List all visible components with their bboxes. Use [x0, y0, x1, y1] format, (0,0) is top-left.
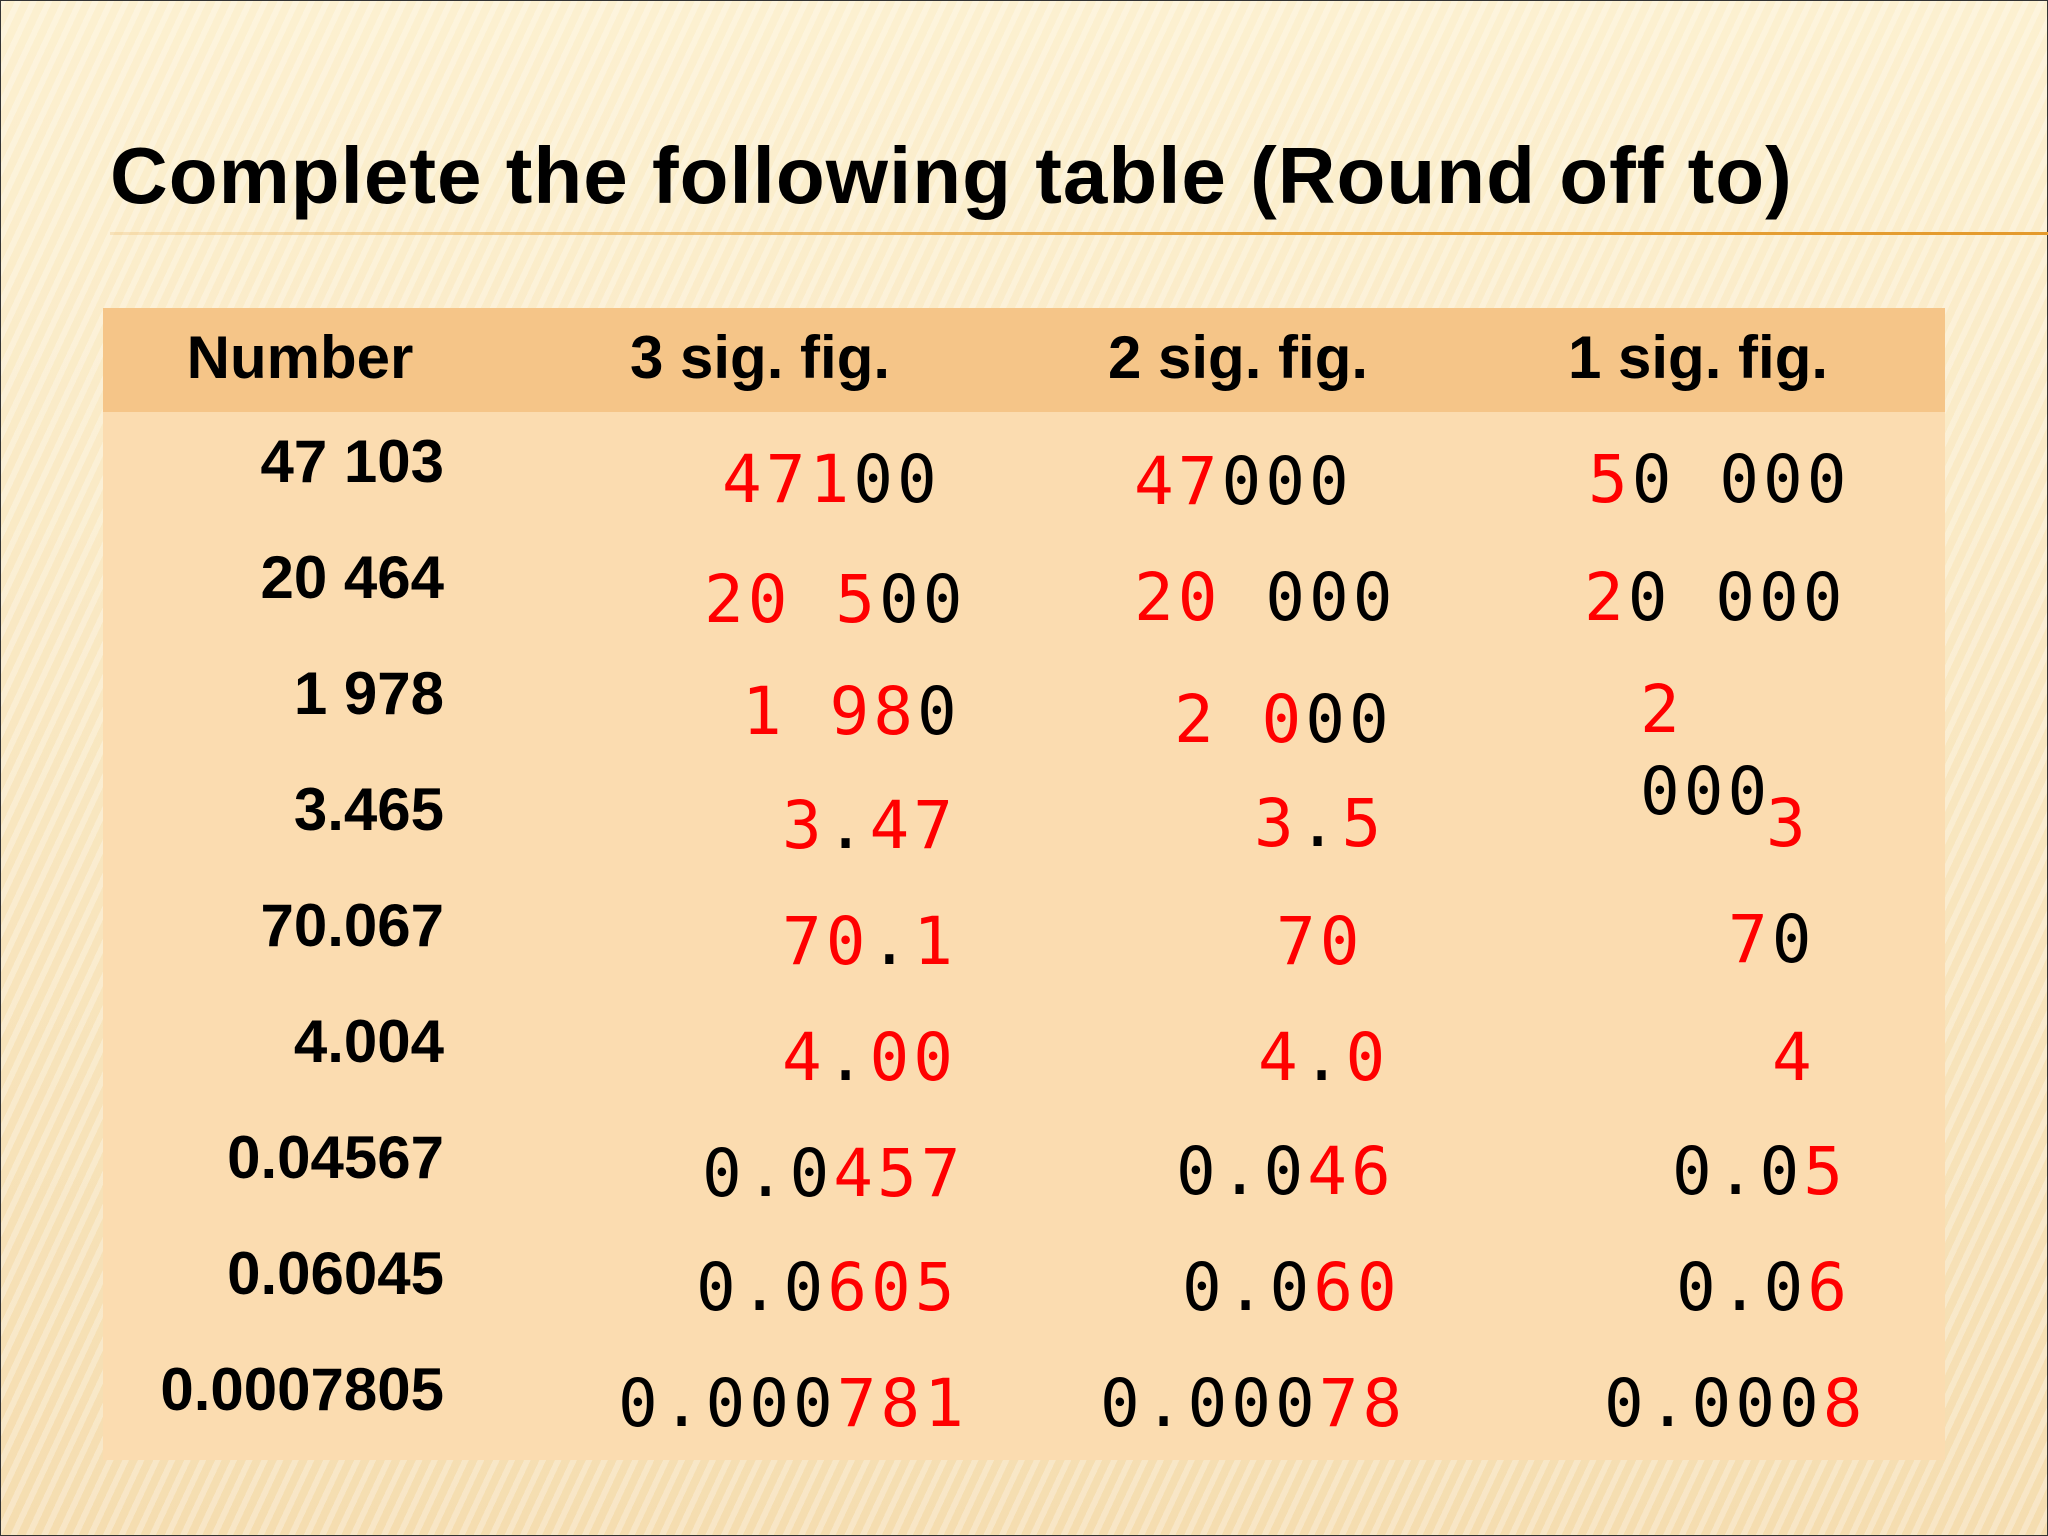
answer-2sf: 2 000 [1174, 681, 1393, 758]
answer-1sf: 20 000 [1584, 559, 1847, 636]
answer-1sf: 2 [1640, 671, 1684, 748]
answer-1sf: 0.05 [1672, 1133, 1847, 1210]
header-3-sig-fig: 3 sig. fig. [629, 324, 891, 391]
answer-1sf-continued: 000 [1640, 753, 1772, 830]
rounding-table [103, 308, 1945, 1460]
number-cell: 1 978 [293, 660, 444, 727]
number-cell: 3.465 [293, 776, 444, 843]
answer-3sf: 0.0605 [696, 1249, 959, 1326]
answer-2sf: 0.060 [1182, 1249, 1401, 1326]
answer-2sf: 20 000 [1134, 559, 1397, 636]
answer-3sf: 1 980 [742, 673, 961, 750]
number-cell: 4.004 [293, 1008, 444, 1075]
header-1-sig-fig: 1 sig. fig. [1567, 324, 1829, 391]
answer-2sf: 4.0 [1258, 1019, 1390, 1096]
answer-3sf: 0.000781 [618, 1365, 968, 1442]
answer-3sf: 47100 [722, 441, 941, 518]
title-underline [110, 232, 2048, 235]
answer-2sf: 3.5 [1254, 785, 1386, 862]
answer-1sf: 4 [1772, 1019, 1816, 1096]
answer-1sf: 0.0008 [1604, 1365, 1867, 1442]
answer-2sf: 0.046 [1176, 1133, 1395, 1210]
answer-3sf: 70.1 [782, 903, 957, 980]
answer-2sf: 0.00078 [1100, 1365, 1407, 1442]
answer-2sf: 47000 [1134, 443, 1353, 520]
answer-1sf: 70 [1728, 901, 1816, 978]
number-cell: 70.067 [260, 892, 444, 959]
header-2-sig-fig: 2 sig. fig. [1107, 324, 1369, 391]
number-cell: 0.0007805 [160, 1356, 444, 1423]
number-cell: 20 464 [260, 544, 444, 611]
table-header-row [103, 308, 1945, 412]
number-cell: 0.04567 [227, 1124, 444, 1191]
answer-3sf: 0.0457 [702, 1135, 965, 1212]
number-cell: 0.06045 [227, 1240, 444, 1307]
header-number: Number [186, 324, 414, 391]
answer-2sf: 70 [1276, 903, 1364, 980]
number-cell: 47 103 [260, 428, 444, 495]
answer-3sf: 3.47 [782, 787, 957, 864]
answer-1sf: 0.06 [1676, 1249, 1851, 1326]
slide-title: Complete the following table (Round off … [110, 131, 1793, 220]
answer-3sf: 4.00 [782, 1019, 957, 1096]
answer-1sf: 50 000 [1588, 441, 1851, 518]
answer-1sf: 3 [1766, 785, 1810, 862]
answer-3sf: 20 500 [704, 561, 967, 638]
